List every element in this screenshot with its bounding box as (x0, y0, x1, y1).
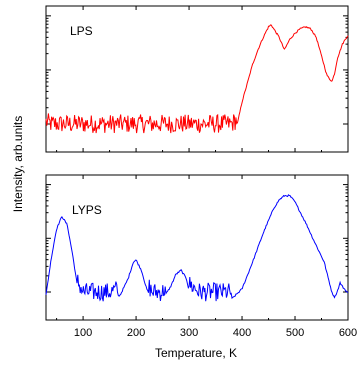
panel-lps: LPS (45, 5, 349, 153)
panel-lyps: LYPS (45, 174, 349, 321)
y-axis-title: Intensity, arb.units (11, 116, 25, 213)
x-tick-label: 600 (339, 327, 357, 339)
x-tick-label: 100 (74, 327, 92, 339)
panel-label-lps: LPS (70, 24, 93, 38)
series-line-lps (45, 24, 349, 134)
x-tick-label: 500 (286, 327, 304, 339)
x-axis-title: Temperature, K (155, 346, 237, 360)
plot-frame-bottom (45, 174, 349, 321)
ticks-bottom (46, 175, 349, 320)
ticks-top (46, 6, 349, 152)
x-tick-label: 300 (180, 327, 198, 339)
series-line-lyps (45, 194, 349, 302)
x-tick-label: 200 (127, 327, 145, 339)
x-tick-label: 400 (233, 327, 251, 339)
panel-label-lyps: LYPS (72, 203, 102, 217)
x-tick-labels: 100 200 300 400 500 600 (74, 327, 357, 339)
